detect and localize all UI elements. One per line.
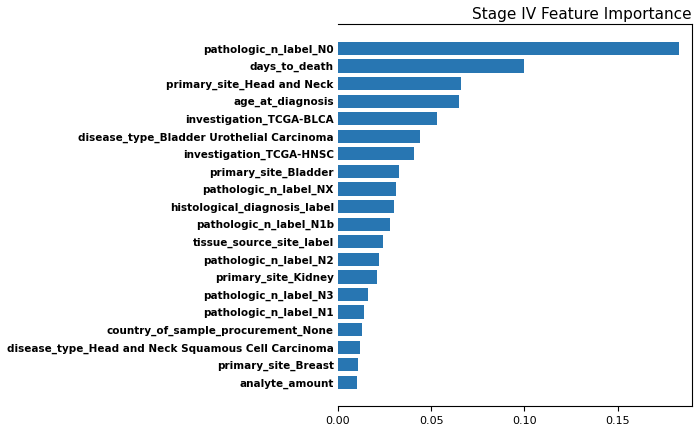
- Bar: [338, 253, 379, 266]
- Bar: [338, 112, 437, 125]
- Bar: [338, 270, 377, 284]
- Bar: [338, 130, 420, 143]
- Bar: [338, 59, 524, 73]
- Bar: [338, 235, 383, 249]
- Bar: [338, 94, 459, 108]
- Bar: [338, 341, 361, 354]
- Text: Stage IV Feature Importance: Stage IV Feature Importance: [473, 7, 692, 22]
- Bar: [338, 165, 400, 178]
- Bar: [338, 200, 394, 213]
- Bar: [338, 306, 364, 319]
- Bar: [338, 182, 396, 196]
- Bar: [338, 218, 390, 231]
- Bar: [338, 147, 415, 161]
- Bar: [338, 288, 368, 301]
- Bar: [338, 77, 461, 90]
- Bar: [338, 358, 359, 372]
- Bar: [338, 323, 362, 336]
- Bar: [338, 376, 356, 389]
- Bar: [338, 42, 679, 55]
